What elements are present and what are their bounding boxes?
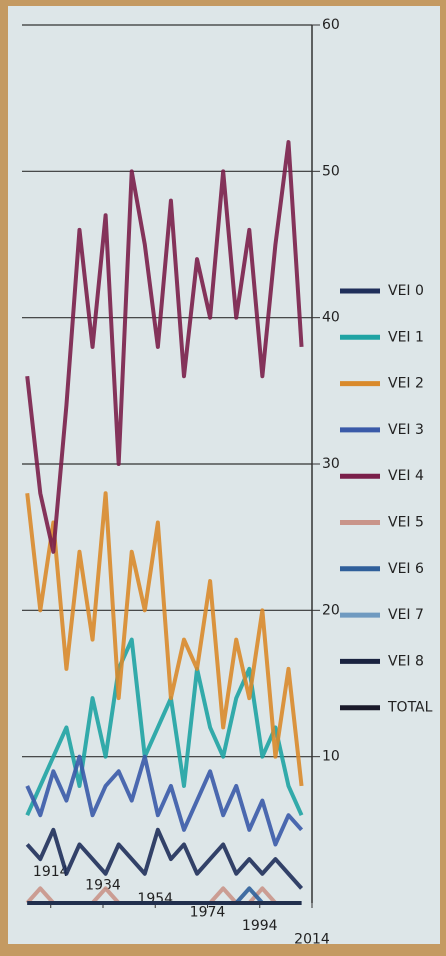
series-line	[25, 827, 304, 890]
y-tick-label: 40	[322, 310, 340, 326]
series-line	[25, 140, 304, 554]
y-tick-label: 30	[322, 456, 340, 472]
y-tick-label: 50	[322, 163, 340, 179]
y-tick-label: 60	[322, 17, 340, 33]
x-tick-label: 1914	[33, 864, 69, 880]
series-line	[25, 491, 304, 787]
legend-label: TOTAL	[387, 700, 433, 716]
legend-label: VEI 8	[388, 653, 424, 669]
series-line	[25, 637, 304, 817]
legend-label: VEI 6	[388, 561, 424, 577]
legend-label: VEI 0	[388, 283, 424, 299]
x-tick-label: 1934	[85, 878, 121, 894]
x-tick-label: 1974	[190, 905, 226, 921]
legend-label: VEI 7	[388, 607, 424, 623]
legend-label: VEI 3	[388, 422, 424, 438]
y-tick-label: 20	[322, 602, 340, 618]
legend-label: VEI 1	[388, 329, 424, 345]
y-tick-label: 10	[322, 749, 340, 765]
legend-label: VEI 5	[388, 515, 424, 531]
x-tick-label: 1994	[242, 918, 278, 934]
x-tick-label: 2014	[294, 932, 330, 948]
series-line	[25, 754, 304, 847]
legend-label: VEI 2	[388, 376, 424, 392]
legend-label: VEI 4	[388, 468, 424, 484]
